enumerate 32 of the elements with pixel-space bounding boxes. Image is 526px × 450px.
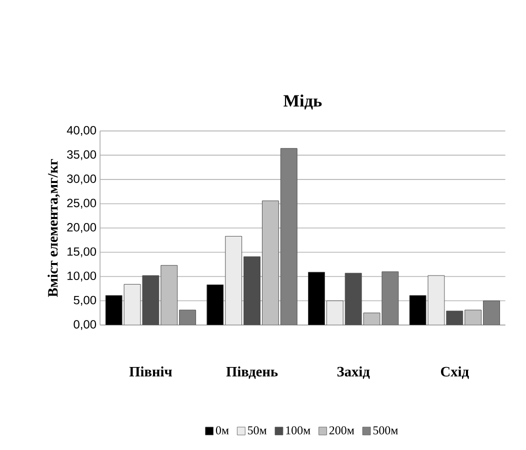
- bar: [382, 271, 399, 326]
- y-tick-label: 20,00: [67, 223, 96, 233]
- bar: [428, 275, 445, 326]
- x-tick-label: Північ: [129, 366, 172, 376]
- bar: [483, 300, 500, 326]
- legend-label: 200м: [329, 426, 354, 434]
- bar: [179, 310, 196, 326]
- x-tick-label: Південь: [226, 366, 278, 379]
- legend-label: 0м: [216, 426, 229, 434]
- y-tick-label: 25,00: [67, 198, 96, 209]
- bar: [308, 272, 325, 326]
- bar: [409, 295, 426, 326]
- bar: [124, 284, 141, 326]
- y-tick-label: 10,00: [68, 272, 96, 282]
- y-tick-label: 5,00: [74, 296, 96, 306]
- x-tick-label: Схід: [440, 366, 469, 379]
- legend-label: 100м: [286, 426, 310, 434]
- y-tick-label: 30,00: [67, 174, 96, 184]
- bar: [225, 236, 242, 326]
- chart-title: Мідь: [284, 94, 322, 110]
- legend-label: 500м: [373, 426, 398, 434]
- y-tick-label: 40,00: [66, 126, 96, 136]
- bar: [326, 300, 344, 326]
- y-tick-label: 15,00: [68, 247, 96, 258]
- bar: [280, 148, 298, 326]
- legend-label: 50м: [248, 426, 267, 434]
- bar: [206, 284, 224, 326]
- bar: [105, 295, 122, 326]
- y-tick-label: 0,00: [74, 320, 96, 330]
- x-tick-label: Захід: [337, 366, 370, 379]
- y-axis-title: Вміст елемента,мг/кг: [48, 159, 60, 297]
- y-tick-label: 35,00: [67, 150, 96, 160]
